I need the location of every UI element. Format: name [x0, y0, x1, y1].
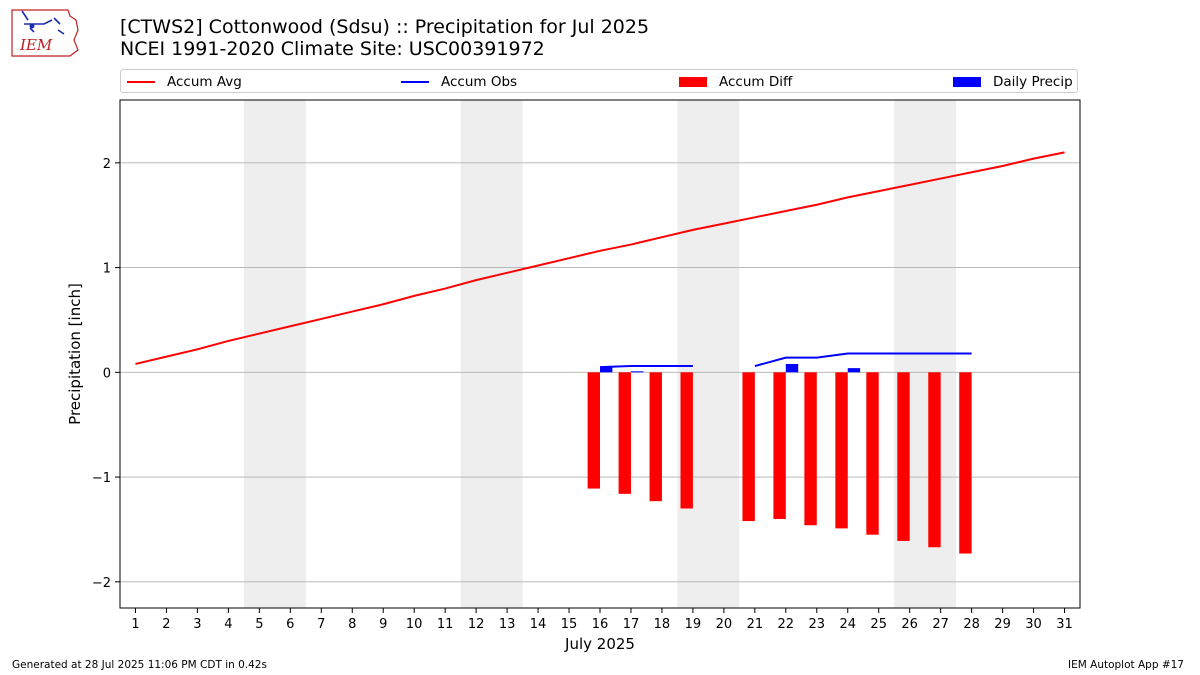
x-tick-label: 13 — [499, 617, 516, 632]
accum-obs-line — [599, 365, 693, 369]
x-tick-label: 11 — [437, 617, 454, 632]
legend-item-accum-avg: Accum Avg — [127, 70, 242, 94]
chart-title: [CTWS2] Cottonwood (Sdsu) :: Precipitati… — [120, 16, 650, 38]
legend-swatch-accum-obs — [401, 81, 429, 83]
legend-label-daily-precip: Daily Precip — [993, 74, 1073, 90]
x-tick-label: 21 — [747, 617, 764, 632]
accum-obs-line — [754, 352, 972, 368]
x-tick-label: 2 — [162, 617, 170, 632]
x-tick-label: 7 — [317, 617, 325, 632]
x-tick-label: 22 — [778, 617, 795, 632]
daily-precip-bar — [600, 367, 613, 373]
legend: Accum Avg Accum Obs Accum Diff Daily Pre… — [120, 69, 1078, 93]
x-tick-label: 8 — [348, 617, 356, 632]
weekend-band-2 — [460, 100, 523, 608]
x-tick-label: 6 — [286, 617, 294, 632]
x-tick-label: 12 — [468, 617, 485, 632]
x-tick-label: 18 — [654, 617, 671, 632]
weekend-band-1 — [243, 100, 306, 608]
weekend-band-3 — [677, 100, 740, 608]
legend-swatch-accum-avg — [127, 81, 155, 83]
x-tick-label: 19 — [685, 617, 702, 632]
x-tick-label: 17 — [623, 617, 640, 632]
legend-item-accum-obs: Accum Obs — [401, 70, 517, 94]
x-tick-label: 27 — [932, 617, 949, 632]
plot-frame — [119, 99, 1081, 609]
legend-label-accum-avg: Accum Avg — [167, 74, 242, 90]
accum-diff-bar — [866, 372, 879, 535]
daily-precip-bar — [847, 368, 861, 373]
daily-precip-bar — [785, 363, 799, 373]
accum-diff-bar — [959, 372, 972, 554]
x-tick-label: 16 — [592, 617, 609, 632]
logo-text: IEM — [19, 36, 53, 54]
y-tick-label: 2 — [103, 157, 111, 172]
legend-item-daily-precip: Daily Precip — [953, 70, 1073, 94]
accum-diff-bar — [804, 372, 817, 526]
accum-diff-bar — [742, 372, 755, 522]
x-tick-label: 30 — [1025, 617, 1042, 632]
x-tick-label: 15 — [561, 617, 578, 632]
iem-logo: IEM — [11, 9, 79, 57]
accum-diff-bar — [773, 372, 786, 519]
x-tick-label: 20 — [716, 617, 733, 632]
x-tick-label: 1 — [131, 617, 139, 632]
x-tick-label: 9 — [379, 617, 387, 632]
x-tick-label: 14 — [530, 617, 547, 632]
x-tick-label: 24 — [839, 617, 856, 632]
accum-diff-bar — [587, 372, 600, 489]
accum-diff-bar — [928, 372, 941, 548]
y-tick-label: −1 — [92, 471, 111, 486]
accum-diff-bar — [649, 372, 662, 502]
chart-subtitle: NCEI 1991-2020 Climate Site: USC00391972 — [120, 38, 545, 60]
accum-diff-bar — [897, 372, 910, 541]
x-axis-label: July 2025 — [564, 635, 635, 653]
x-tick-label: 26 — [901, 617, 918, 632]
accum-diff-bar — [618, 372, 631, 494]
x-tick-label: 3 — [193, 617, 201, 632]
footer-generated: Generated at 28 Jul 2025 11:06 PM CDT in… — [12, 659, 267, 671]
accum-avg-line — [135, 151, 1065, 365]
daily-precip-bar — [630, 371, 644, 373]
x-tick-label: 5 — [255, 617, 263, 632]
accum-diff-bar — [680, 372, 693, 509]
legend-label-accum-diff: Accum Diff — [719, 74, 793, 90]
y-tick-label: −2 — [92, 576, 111, 591]
legend-swatch-accum-diff — [679, 77, 707, 87]
legend-item-accum-diff: Accum Diff — [679, 70, 792, 94]
legend-swatch-daily-precip — [953, 77, 981, 87]
y-axis-label: Precipitation [inch] — [66, 283, 84, 425]
x-tick-label: 31 — [1056, 617, 1073, 632]
y-tick-label: 1 — [103, 262, 111, 277]
footer-app: IEM Autoplot App #17 — [1068, 659, 1184, 671]
x-tick-label: 25 — [870, 617, 887, 632]
x-tick-label: 29 — [994, 617, 1011, 632]
y-tick-label: 0 — [103, 366, 111, 381]
legend-label-accum-obs: Accum Obs — [441, 74, 518, 90]
x-tick-label: 28 — [963, 617, 980, 632]
x-tick-label: 10 — [406, 617, 423, 632]
weekend-band-4 — [894, 100, 957, 608]
x-tick-label: 23 — [809, 617, 826, 632]
accum-diff-bar — [835, 372, 848, 529]
x-tick-label: 4 — [224, 617, 232, 632]
